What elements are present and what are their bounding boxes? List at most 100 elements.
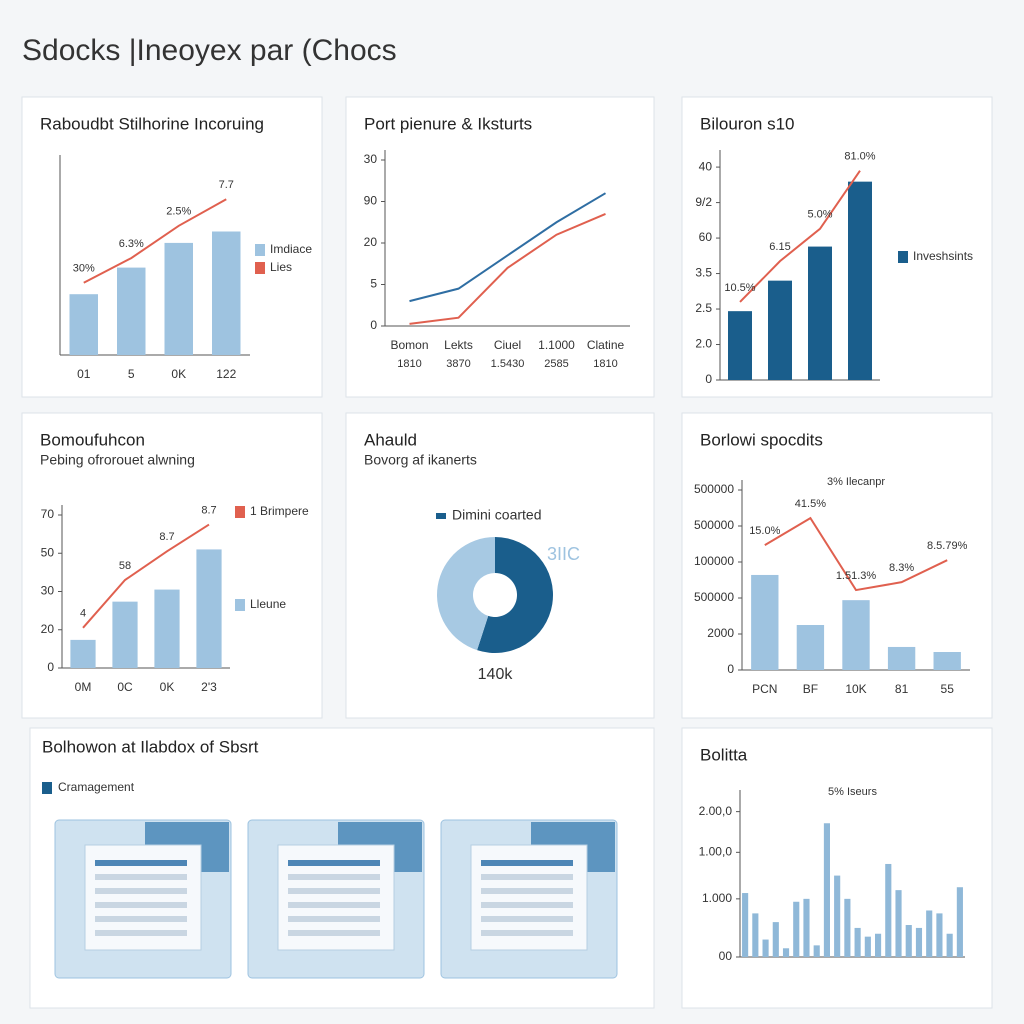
legend-label: Cramagement xyxy=(58,780,135,794)
x-tick-label: 01 xyxy=(77,367,91,381)
chart-title: Borlowi spocdits xyxy=(700,430,823,449)
x-tick-label: 0K xyxy=(160,680,175,694)
thumbnail-row xyxy=(288,902,380,908)
y-tick-label: 2.0 xyxy=(695,337,712,351)
bar xyxy=(864,936,871,957)
thumbnail-row xyxy=(481,860,573,866)
bar xyxy=(752,913,759,957)
y-tick-label: 00 xyxy=(719,949,733,963)
data-annotation: 58 xyxy=(119,560,131,572)
x-tick-label: BF xyxy=(803,682,818,696)
line xyxy=(409,192,607,303)
bar xyxy=(768,280,792,380)
thumbnail-row xyxy=(481,902,573,908)
y-tick-label: 60 xyxy=(699,230,713,244)
thumbnail-row xyxy=(288,930,380,936)
chart-title: Raboudbt Stilhorine Incoruing xyxy=(40,114,264,133)
y-tick-label: 5 xyxy=(370,277,377,291)
y-tick-label: 20 xyxy=(364,235,378,249)
bar xyxy=(742,893,749,957)
y-tick-label: 500000 xyxy=(694,518,734,532)
bar xyxy=(70,639,96,668)
y-tick-label: 3.5 xyxy=(695,266,712,280)
bar xyxy=(813,945,820,957)
chart-title: Bomoufuhcon xyxy=(40,430,145,449)
pie-slice xyxy=(437,537,495,651)
chart-title: Bilouron s10 xyxy=(700,114,795,133)
bar xyxy=(196,549,222,668)
data-annotation: 8.7 xyxy=(159,531,174,543)
x-tick-label: 81 xyxy=(895,682,909,696)
y-tick-label: 1.000 xyxy=(702,891,732,905)
data-annotation: 2.5% xyxy=(166,206,191,218)
bar xyxy=(885,863,892,957)
x-tick-label: Clatine xyxy=(587,338,625,352)
legend-label: Inveshsints xyxy=(913,249,973,263)
bar xyxy=(933,652,961,670)
y-tick-label: 500000 xyxy=(694,482,734,496)
x-tick-label: Bomon xyxy=(390,338,428,352)
line xyxy=(764,516,948,592)
x-tick-sublabel: 3870 xyxy=(446,358,470,370)
bar xyxy=(887,646,916,670)
line xyxy=(409,213,606,325)
x-tick-label: 1.1000 xyxy=(538,338,575,352)
data-annotation: 4 xyxy=(80,608,86,620)
thumbnail-row xyxy=(95,902,187,908)
legend-swatch xyxy=(235,599,245,611)
thumbnail-row xyxy=(95,874,187,880)
legend-swatch xyxy=(42,782,52,794)
data-annotation: 8.3% xyxy=(889,562,914,574)
chart-title: Port pienure & Iksturts xyxy=(364,114,532,133)
bar xyxy=(842,600,870,670)
y-tick-label: 2.5 xyxy=(695,301,712,315)
chart-subtitle: Bovorg af ikanerts xyxy=(364,452,477,468)
bar xyxy=(117,267,146,355)
x-tick-label: Ciuel xyxy=(494,338,521,352)
bar xyxy=(793,901,800,957)
y-tick-label: 30 xyxy=(41,584,55,598)
x-tick-label: Lekts xyxy=(444,338,473,352)
y-tick-label: 0 xyxy=(370,318,377,332)
y-tick-label: 2.00,0 xyxy=(699,804,733,818)
line xyxy=(83,198,227,284)
bar xyxy=(751,574,779,670)
legend-label: Imdiace xyxy=(270,242,312,256)
bar xyxy=(212,231,241,355)
y-tick-label: 0 xyxy=(47,660,54,674)
x-tick-sublabel: 1.5430 xyxy=(491,358,525,370)
y-tick-label: 40 xyxy=(699,159,713,173)
bar xyxy=(936,913,943,957)
thumbnail-row xyxy=(481,874,573,880)
chart-title: Ahauld xyxy=(364,430,417,449)
bar xyxy=(946,933,953,957)
bar xyxy=(164,242,193,355)
legend-swatch xyxy=(436,513,446,519)
y-tick-label: 50 xyxy=(41,545,55,559)
data-annotation: 10.5% xyxy=(724,282,755,294)
thumbnail-row xyxy=(481,888,573,894)
x-tick-label: 0K xyxy=(171,367,186,381)
y-tick-label: 0 xyxy=(705,372,712,386)
x-tick-label: 55 xyxy=(941,682,955,696)
bar xyxy=(728,311,752,380)
data-annotation: 41.5% xyxy=(795,498,826,510)
data-annotation: 1.51.3% xyxy=(836,570,877,582)
chart-note: 3% Ilecanpr xyxy=(827,476,885,488)
data-annotation: 6.15 xyxy=(769,241,790,253)
chart-subtitle: Pebing ofrorouet alwning xyxy=(40,452,195,468)
thumbnail-row xyxy=(288,874,380,880)
y-tick-label: 100000 xyxy=(694,554,734,568)
x-tick-sublabel: 1810 xyxy=(593,358,617,370)
bar xyxy=(796,625,825,670)
legend-label: Lleune xyxy=(250,597,286,611)
thumbnail-row xyxy=(288,888,380,894)
bar xyxy=(915,927,923,957)
panel xyxy=(345,96,655,398)
bar xyxy=(956,887,963,957)
data-annotation: 8.7 xyxy=(201,504,216,516)
bar xyxy=(854,927,861,957)
y-tick-label: 2000 xyxy=(707,626,734,640)
bar xyxy=(844,898,851,957)
bar xyxy=(834,875,841,957)
